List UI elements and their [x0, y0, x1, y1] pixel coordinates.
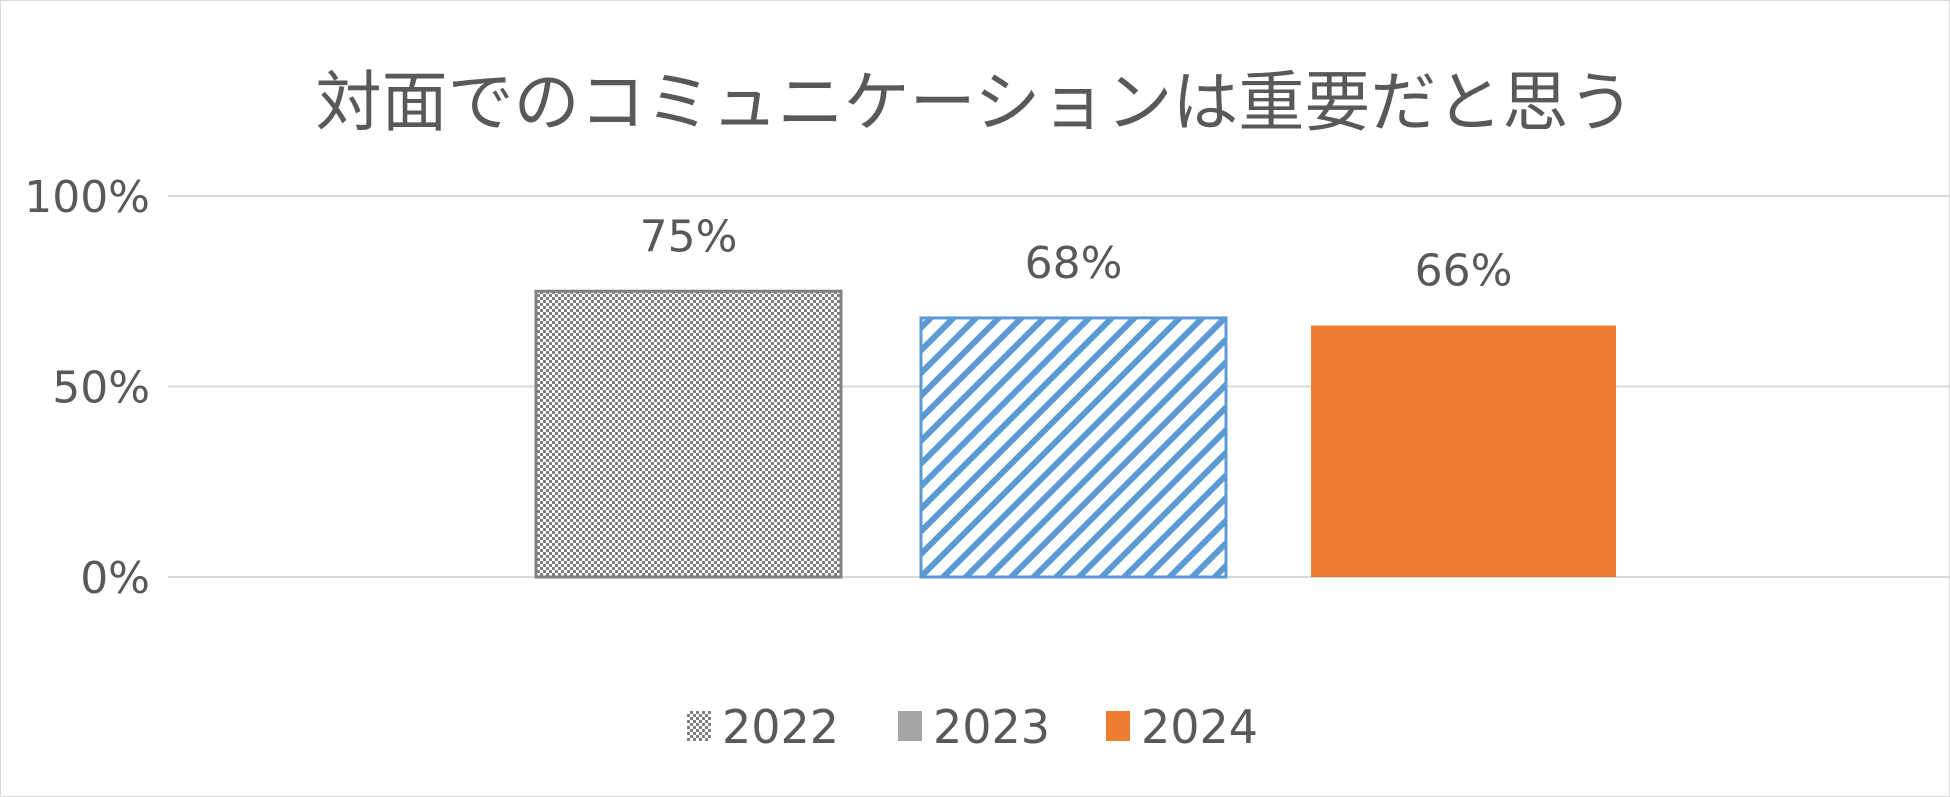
chart-title: 対面でのコミュニケーションは重要だと思う [316, 64, 1635, 141]
y-tick-label: 100% [24, 172, 150, 223]
data-label: 68% [1025, 238, 1123, 289]
bar-2023 [919, 316, 1228, 579]
bar-2022 [534, 289, 843, 579]
legend-marker-2024 [1106, 711, 1130, 741]
data-label: 75% [640, 211, 738, 262]
bar-2024 [1311, 325, 1616, 577]
data-label: 66% [1415, 246, 1513, 297]
legend-label-2024: 2024 [1141, 700, 1258, 754]
legend-label-2022: 2022 [722, 700, 839, 754]
y-tick-label: 0% [80, 553, 150, 604]
legend-marker-2022 [687, 711, 711, 741]
legend-label-2023: 2023 [933, 700, 1050, 754]
legend-marker-2023 [898, 711, 922, 741]
y-tick-label: 50% [52, 363, 150, 414]
